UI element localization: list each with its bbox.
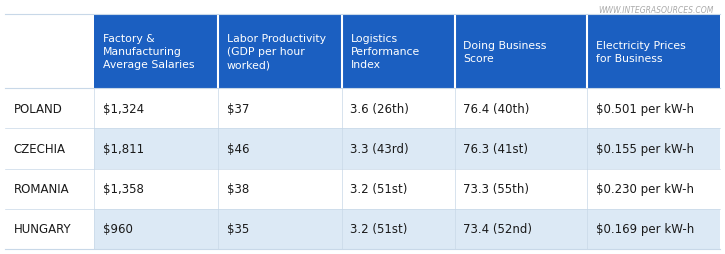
Bar xyxy=(455,209,587,249)
Bar xyxy=(94,209,218,249)
Bar xyxy=(455,169,587,209)
Text: 3.6 (26th): 3.6 (26th) xyxy=(350,102,410,115)
Bar xyxy=(341,169,455,209)
Bar xyxy=(94,15,218,89)
Text: $0.169 per kW-h: $0.169 per kW-h xyxy=(596,223,694,235)
Bar xyxy=(5,15,94,89)
Text: 73.3 (55th): 73.3 (55th) xyxy=(463,182,529,195)
Bar xyxy=(94,169,218,209)
Text: 3.3 (43rd): 3.3 (43rd) xyxy=(350,142,409,155)
Text: Electricity Prices
for Business: Electricity Prices for Business xyxy=(596,41,685,64)
Bar xyxy=(218,209,341,249)
Text: $1,324: $1,324 xyxy=(103,102,144,115)
Bar xyxy=(341,129,455,169)
Bar xyxy=(94,89,218,129)
Bar xyxy=(5,89,94,129)
Text: HUNGARY: HUNGARY xyxy=(14,223,71,235)
Bar xyxy=(218,15,341,89)
Text: $46: $46 xyxy=(227,142,249,155)
Bar xyxy=(94,129,218,169)
Bar xyxy=(587,169,720,209)
Text: WWW.INTEGRASOURCES.COM: WWW.INTEGRASOURCES.COM xyxy=(599,6,714,15)
Text: Factory &
Manufacturing
Average Salaries: Factory & Manufacturing Average Salaries xyxy=(103,34,194,70)
Text: 73.4 (52nd): 73.4 (52nd) xyxy=(463,223,532,235)
Bar xyxy=(587,129,720,169)
Bar xyxy=(587,209,720,249)
Text: ROMANIA: ROMANIA xyxy=(14,182,70,195)
Bar xyxy=(218,169,341,209)
Bar xyxy=(341,89,455,129)
Text: 76.4 (40th): 76.4 (40th) xyxy=(463,102,530,115)
Bar xyxy=(587,15,720,89)
Bar xyxy=(218,129,341,169)
Bar xyxy=(455,89,587,129)
Text: $0.155 per kW-h: $0.155 per kW-h xyxy=(596,142,694,155)
Text: CZECHIA: CZECHIA xyxy=(14,142,66,155)
Text: $38: $38 xyxy=(227,182,249,195)
Text: 3.2 (51st): 3.2 (51st) xyxy=(350,223,408,235)
Text: POLAND: POLAND xyxy=(14,102,62,115)
Text: $0.230 per kW-h: $0.230 per kW-h xyxy=(596,182,694,195)
Text: $1,811: $1,811 xyxy=(103,142,144,155)
Bar xyxy=(5,209,94,249)
Bar xyxy=(587,89,720,129)
Text: 3.2 (51st): 3.2 (51st) xyxy=(350,182,408,195)
Text: Doing Business
Score: Doing Business Score xyxy=(463,41,547,64)
Bar xyxy=(341,209,455,249)
Text: $960: $960 xyxy=(103,223,133,235)
Bar xyxy=(455,129,587,169)
Bar xyxy=(218,89,341,129)
Text: $0.501 per kW-h: $0.501 per kW-h xyxy=(596,102,694,115)
Text: $1,358: $1,358 xyxy=(103,182,144,195)
Bar xyxy=(455,15,587,89)
Text: $35: $35 xyxy=(227,223,249,235)
Bar xyxy=(5,169,94,209)
Text: Labor Productivity
(GDP per hour
worked): Labor Productivity (GDP per hour worked) xyxy=(227,34,326,70)
Text: $37: $37 xyxy=(227,102,249,115)
Bar xyxy=(5,129,94,169)
Bar xyxy=(341,15,455,89)
Text: 76.3 (41st): 76.3 (41st) xyxy=(463,142,529,155)
Text: Logistics
Performance
Index: Logistics Performance Index xyxy=(350,34,420,70)
